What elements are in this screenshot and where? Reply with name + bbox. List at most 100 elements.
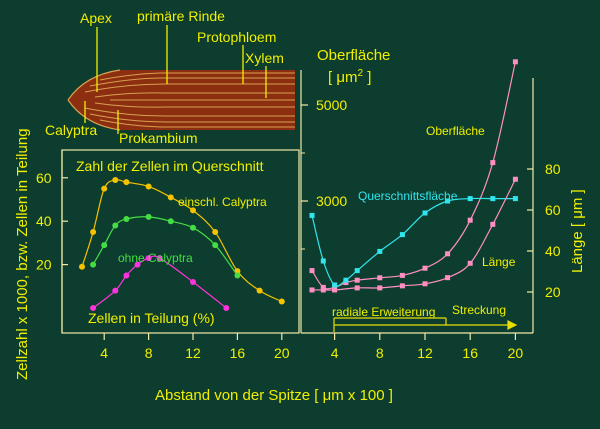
right-series-2-point-8	[467, 260, 473, 266]
left-x-tick-label-12: 12	[185, 345, 201, 361]
left-x-tick-label-16: 16	[230, 345, 246, 361]
right-series-1-point-3	[343, 277, 349, 283]
right-series-0-point-8	[445, 251, 451, 257]
left-series-2-point-3	[134, 261, 141, 268]
left-series	[79, 176, 285, 311]
left-y-tick-label-40: 40	[36, 213, 52, 229]
label-prokambium: Prokambium	[119, 130, 198, 146]
left-series-0-point-4	[123, 179, 130, 186]
left-y-tick-label-20: 20	[36, 257, 52, 273]
label-calyptra: Calyptra	[45, 122, 97, 138]
left-series-1-point-6	[190, 224, 196, 231]
right-series-0-point-7	[422, 265, 428, 271]
left-series-0-point-10	[256, 287, 263, 294]
length-tick-label-60: 60	[545, 202, 561, 218]
left-x-tick-label-20: 20	[274, 345, 290, 361]
left-chart: Zahl der Zellen im Querschnitt 20 40 60 4 8…	[36, 149, 300, 361]
area-unit-exponent: 2	[357, 68, 363, 79]
left-series-1-point-3	[123, 216, 130, 223]
right-x-tick-label-8: 8	[376, 345, 384, 361]
label-protophloem: Protophloem	[197, 29, 276, 45]
label-leader-lines	[84, 25, 267, 134]
area-axis-title: Oberfläche	[317, 47, 390, 64]
left-series-0-point-5	[145, 183, 152, 190]
x-axis-title: Abstand von der Spitze [ μm x 100 ]	[155, 387, 393, 404]
length-tick-label-80: 80	[545, 161, 561, 177]
right-series	[309, 59, 518, 293]
label-laenge: Länge	[482, 255, 516, 269]
right-series-2-point-9	[490, 221, 496, 227]
left-series-0-point-7	[190, 207, 196, 214]
right-y-axis-title: Länge [ μm ]	[569, 189, 586, 273]
right-series-1-point-11	[512, 196, 518, 202]
label-querschnittsflaeche: Querschnittsfläche	[358, 189, 458, 203]
right-x-tick-label-4: 4	[331, 345, 339, 361]
right-series-2-point-7	[445, 275, 451, 281]
right-series-2-point-0	[309, 287, 315, 293]
right-series-0-point-1	[320, 284, 326, 290]
left-series-1-point-4	[145, 213, 152, 220]
right-series-0-point-6	[399, 272, 405, 278]
right-x-tick-label-20: 20	[508, 345, 524, 361]
left-x-ticks: 4 8 12 16 20	[100, 333, 290, 361]
right-series-2-point-1	[320, 287, 326, 293]
left-series-2-point-4	[145, 255, 152, 262]
area-tick-label-3000: 3000	[316, 193, 347, 209]
tissue-lines	[84, 72, 295, 128]
right-series-0-point-10	[490, 160, 496, 166]
left-series-0-point-2	[101, 185, 108, 192]
left-series-1-point-7	[212, 242, 219, 249]
calyptra-outline	[67, 69, 121, 131]
right-series-1-point-2	[332, 282, 338, 288]
right-series-1-point-6	[399, 232, 405, 238]
right-series-1-point-5	[377, 248, 383, 254]
arrow-head	[507, 320, 518, 330]
legend-zellen-in-teilung: Zellen in Teilung (%)	[88, 310, 215, 326]
right-series-2-point-10	[512, 176, 518, 182]
left-series-2-point-6	[190, 278, 196, 285]
left-series-1-point-0	[90, 261, 97, 268]
label-xylem: Xylem	[245, 50, 284, 66]
right-x-tick-label-16: 16	[462, 345, 478, 361]
area-axis-unit: [ μm2 ]	[328, 68, 371, 86]
left-series-2-point-7	[223, 305, 230, 311]
right-series-1-point-0	[309, 212, 315, 218]
left-y-ticks: 20 40 60	[36, 170, 68, 273]
left-series-0-point-8	[212, 229, 219, 236]
inset-frame	[61, 149, 300, 334]
left-series-2-point-5	[156, 255, 163, 262]
root-tip-diagram: Apex primäre Rinde Protophloem Xylem Cal…	[45, 8, 295, 146]
left-series-1-point-8	[234, 272, 241, 279]
area-tick-label-5000: 5000	[316, 97, 347, 113]
phase-arrow	[333, 317, 518, 332]
left-series-2-point-2	[123, 272, 130, 279]
right-series-1-point-7	[422, 210, 428, 216]
right-chart: 3000 5000 20 40 60 80 4 8 12 16 20 Oberfläche [ …	[300, 47, 561, 361]
right-series-1-point-8	[445, 198, 451, 204]
label-primaere-rinde: primäre Rinde	[137, 8, 225, 24]
label-radiale-erweiterung: radiale Erweiterung	[332, 305, 435, 319]
left-series-0-point-0	[79, 263, 85, 270]
legend-einschl-calyptra: einschl. Calyptra	[178, 195, 267, 209]
right-series-1-point-1	[320, 258, 326, 264]
area-unit-close: ]	[363, 69, 371, 86]
left-series-2-point-0	[90, 305, 97, 311]
left-series-0-point-3	[112, 176, 119, 183]
left-y-axis-title: Zellzahl x 1000, bzw. Zellen in Teilung	[14, 128, 31, 380]
label-apex: Apex	[80, 10, 112, 26]
right-series-2-point-6	[422, 281, 428, 287]
left-series-0-point-6	[167, 194, 174, 201]
label-oberflaeche: Oberfläche	[426, 124, 485, 138]
right-series-1-point-4	[354, 268, 360, 274]
right-series-0-point-4	[354, 277, 360, 283]
left-series-1-point-2	[112, 222, 119, 229]
right-series-1-point-9	[467, 196, 473, 202]
right-series-2-point-3	[354, 285, 360, 291]
left-x-tick-label-4: 4	[100, 345, 108, 361]
left-x-tick-label-8: 8	[145, 345, 153, 361]
length-ticks: 20 40 60 80	[527, 161, 561, 300]
right-series-2-point-4	[377, 285, 383, 291]
legend-ohne-calyptra: ohne Calyptra	[118, 251, 193, 265]
length-tick-label-40: 40	[545, 243, 561, 259]
right-series-0-point-9	[467, 217, 473, 223]
